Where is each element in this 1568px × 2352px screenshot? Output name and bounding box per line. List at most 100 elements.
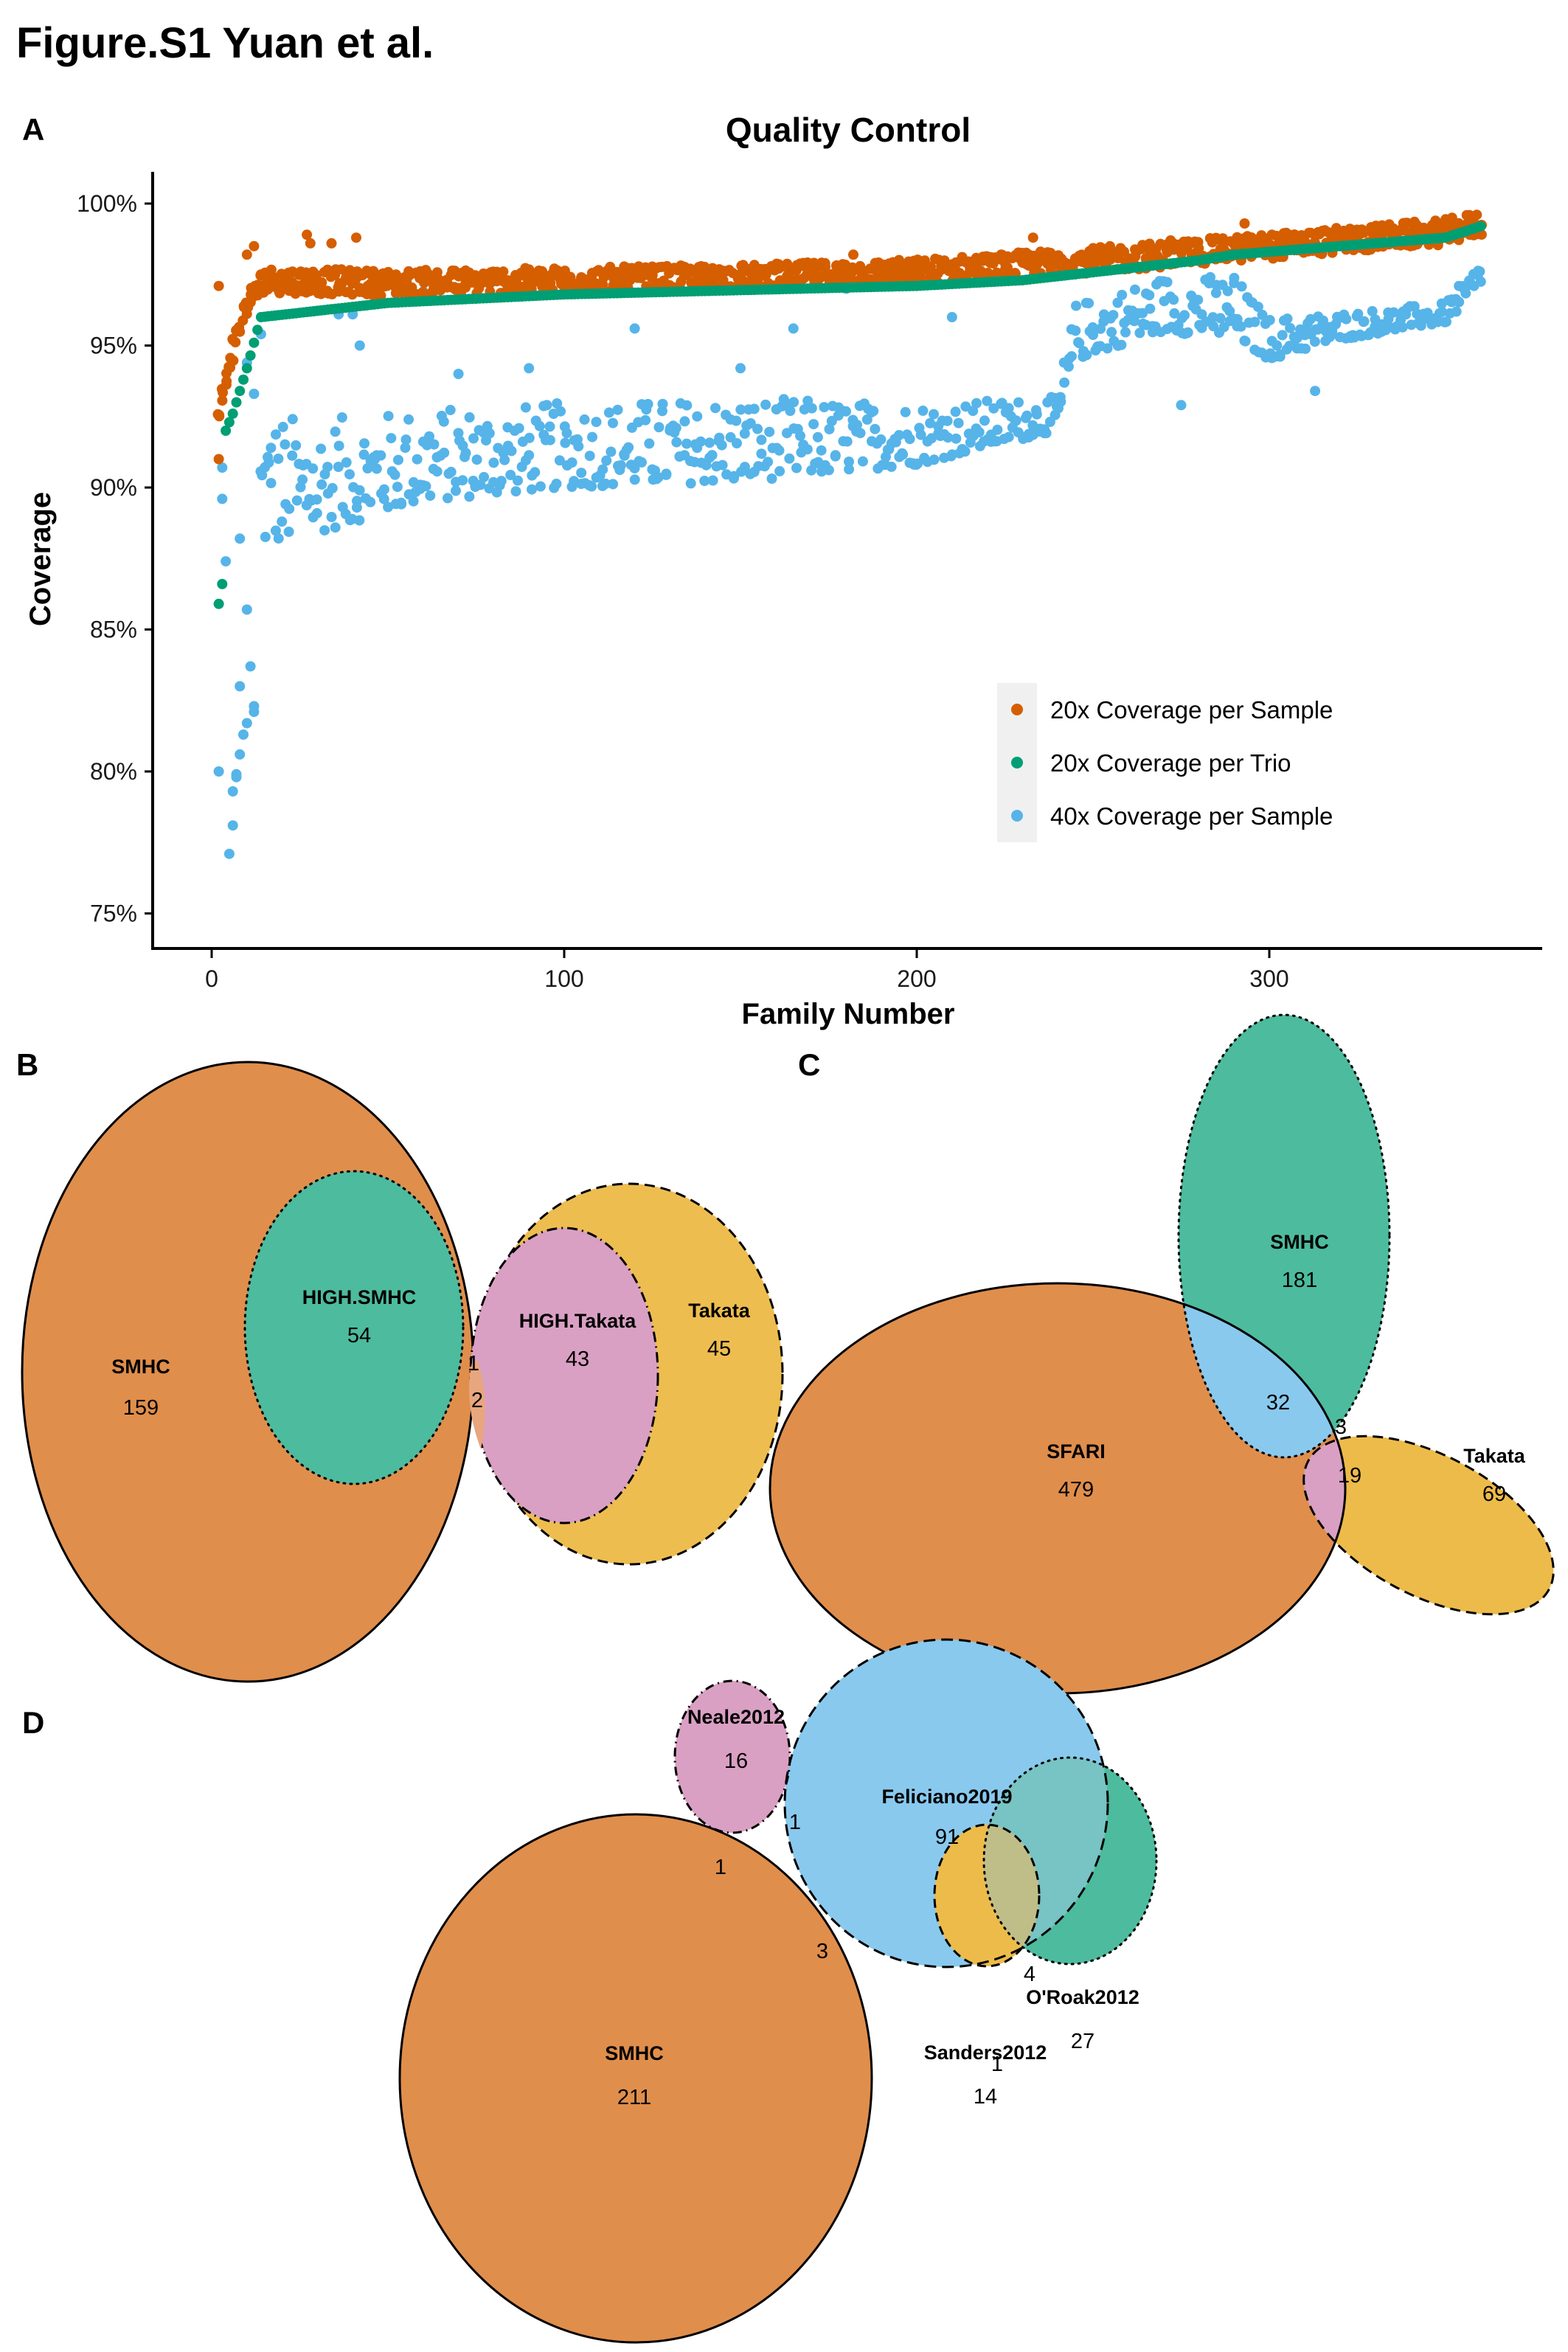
point-40x-sample bbox=[1300, 343, 1311, 354]
point-40x-sample bbox=[894, 430, 905, 440]
point-40x-sample bbox=[277, 516, 288, 527]
point-40x-sample bbox=[1277, 330, 1288, 341]
point-40x-sample bbox=[354, 515, 365, 526]
point-40x-sample bbox=[739, 462, 750, 473]
point-40x-sample bbox=[731, 415, 742, 426]
venn-outline-feliciano2019 bbox=[783, 1638, 1109, 1968]
panel-letter-c: C bbox=[798, 1047, 820, 1082]
point-40x-sample bbox=[735, 363, 746, 374]
point-40x-sample bbox=[572, 434, 583, 445]
point-40x-sample bbox=[1108, 310, 1119, 321]
point-40x-sample bbox=[1129, 316, 1140, 327]
point-20x-sample bbox=[894, 254, 904, 266]
point-40x-sample bbox=[1055, 392, 1066, 403]
venn-count-smhc: 181 bbox=[1282, 1269, 1317, 1292]
point-40x-sample bbox=[291, 440, 302, 451]
point-40x-sample bbox=[898, 449, 909, 460]
venn-count-high-takata: 43 bbox=[566, 1347, 589, 1371]
venn-overlap-count: 3 bbox=[816, 1940, 828, 1963]
venn-count-oroak2012: 27 bbox=[1071, 2030, 1095, 2053]
x-axis-ticks: 0 100 200 300 bbox=[205, 950, 1289, 992]
point-40x-sample bbox=[766, 473, 777, 484]
point-40x-sample bbox=[953, 417, 964, 429]
venn-outline-smhc bbox=[1177, 1013, 1391, 1459]
y-axis-ticks: 75% 80% 85% 90% 95% 100% bbox=[77, 190, 153, 927]
point-40x-sample bbox=[844, 464, 855, 475]
point-40x-sample bbox=[266, 443, 277, 454]
point-40x-sample bbox=[327, 482, 338, 493]
legend: 20x Coverage per Sample 20x Coverage per… bbox=[997, 683, 1333, 842]
point-20x-sample bbox=[316, 277, 327, 288]
point-40x-sample bbox=[284, 503, 295, 514]
panel-c-venn: C SMHC 181 SFARI 479 Takata 69 32 3 19 bbox=[769, 1013, 1555, 1695]
point-40x-sample bbox=[795, 430, 805, 441]
point-40x-sample bbox=[330, 426, 341, 437]
point-40x-sample bbox=[561, 428, 572, 439]
point-40x-sample bbox=[260, 532, 271, 542]
point-20x-sample bbox=[302, 229, 313, 240]
point-40x-sample bbox=[788, 323, 799, 334]
point-40x-sample bbox=[735, 404, 746, 415]
point-40x-sample bbox=[273, 454, 284, 464]
point-40x-sample bbox=[841, 406, 851, 417]
point-40x-sample bbox=[601, 455, 612, 466]
legend-label: 40x Coverage per Sample bbox=[1050, 802, 1333, 830]
venn-overlap-count: 3 bbox=[1335, 1415, 1347, 1439]
point-40x-sample bbox=[1074, 338, 1085, 349]
point-20x-sample bbox=[498, 266, 509, 277]
point-40x-sample bbox=[451, 485, 461, 496]
point-40x-sample bbox=[710, 403, 721, 414]
point-40x-sample bbox=[1474, 266, 1485, 277]
point-40x-sample bbox=[223, 848, 235, 859]
point-40x-sample bbox=[951, 433, 962, 444]
point-40x-sample bbox=[297, 474, 308, 485]
venn-count-sfari: 479 bbox=[1058, 1478, 1094, 1502]
point-40x-sample bbox=[1224, 305, 1235, 316]
panel-letter-a: A bbox=[22, 112, 44, 147]
point-20x-trio bbox=[217, 578, 228, 589]
venn-label-smhc: SMHC bbox=[111, 1356, 170, 1378]
point-20x-sample bbox=[819, 257, 830, 268]
venn-outline-takata bbox=[1302, 1435, 1555, 1616]
point-40x-sample bbox=[291, 495, 302, 506]
point-40x-sample bbox=[1367, 306, 1378, 316]
point-20x-trio bbox=[1475, 221, 1486, 232]
point-40x-sample bbox=[806, 403, 817, 414]
point-40x-sample bbox=[1134, 327, 1145, 339]
point-40x-sample bbox=[1272, 340, 1283, 351]
point-40x-sample bbox=[241, 718, 252, 729]
point-40x-sample bbox=[653, 472, 664, 483]
point-40x-sample bbox=[1020, 412, 1031, 423]
point-40x-sample bbox=[911, 459, 922, 470]
point-40x-sample bbox=[333, 440, 344, 451]
point-40x-sample bbox=[704, 437, 715, 448]
point-40x-sample bbox=[287, 450, 298, 461]
point-40x-sample bbox=[249, 707, 260, 718]
point-40x-sample bbox=[1013, 397, 1024, 408]
point-40x-sample bbox=[351, 502, 362, 513]
point-40x-sample bbox=[1309, 336, 1320, 347]
venn-label-sanders2012: Sanders2012 bbox=[924, 2041, 1047, 2064]
point-40x-sample bbox=[378, 493, 389, 504]
point-40x-sample bbox=[1401, 309, 1412, 320]
point-40x-sample bbox=[946, 312, 957, 322]
point-40x-sample bbox=[1063, 361, 1074, 372]
venn-label-high-smhc: HIGH.SMHC bbox=[302, 1286, 417, 1308]
point-40x-sample bbox=[644, 438, 655, 449]
point-40x-sample bbox=[445, 404, 456, 415]
point-40x-sample bbox=[612, 404, 623, 415]
point-40x-sample bbox=[1083, 298, 1095, 309]
point-40x-sample bbox=[900, 406, 911, 417]
point-20x-sample bbox=[848, 249, 858, 260]
point-40x-sample bbox=[852, 420, 862, 431]
point-40x-sample bbox=[943, 432, 954, 443]
point-40x-sample bbox=[241, 604, 252, 615]
point-40x-sample bbox=[400, 443, 411, 454]
point-20x-sample bbox=[230, 337, 241, 347]
point-40x-sample bbox=[445, 466, 457, 477]
point-40x-sample bbox=[1168, 294, 1179, 305]
point-40x-sample bbox=[915, 429, 926, 440]
point-20x-sample bbox=[1471, 209, 1482, 221]
point-40x-sample bbox=[541, 400, 552, 411]
point-20x-sample bbox=[1165, 235, 1176, 246]
